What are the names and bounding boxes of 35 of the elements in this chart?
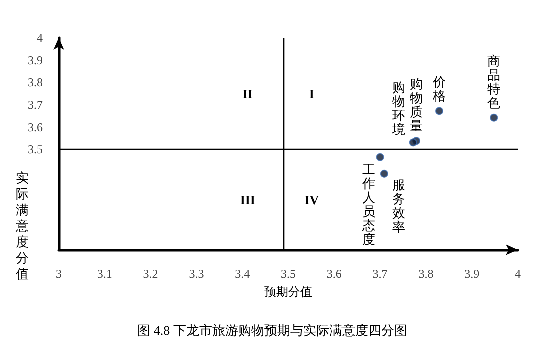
y-tick-label: 3.5 [28,142,43,157]
x-tick-label: 3.9 [464,267,480,281]
annotation: 购物质量 [410,76,424,134]
annotation: 购物环境 [391,80,406,138]
x-tick-label: 4 [515,267,521,281]
x-tick-label: 3.8 [418,267,434,281]
annotation: 工作人员态度 [361,162,376,247]
y-tick-label: 4 [37,31,43,45]
point [380,170,388,178]
x-tick-label: 3.3 [189,267,204,281]
annotation: III [240,192,256,208]
x-tick-label: 3.1 [97,267,112,281]
x-axis-title: 预期分值 [264,285,312,299]
x-tick-label: 3.7 [372,267,388,281]
text: 图 4.8 下龙市旅游购物预期与实际满意度四分图 [138,323,408,338]
annotation: II [242,86,253,102]
y-tick-label: 3.7 [28,98,43,112]
point [490,114,498,122]
annotation: 商品特色 [488,53,501,110]
x-tick-label: 3 [56,267,62,281]
y-tick-label: 3.6 [28,120,43,134]
y-tick-label: 3.8 [28,76,43,90]
annotation: 价格 [432,74,446,104]
x-tick-label: 3.6 [326,267,342,281]
point [436,107,444,116]
annotation: IV [304,192,320,208]
x-tick-label: 3.2 [143,267,158,281]
point [409,138,418,147]
y-axis-title: 实际满意度分值 [15,170,29,282]
y-tick-label: 3.9 [28,53,43,68]
annotation: 服务效率 [392,177,406,234]
point [376,153,384,162]
annotation: I [309,86,314,102]
x-tick-label: 3.4 [235,267,250,281]
x-tick-label: 3.5 [281,267,296,281]
